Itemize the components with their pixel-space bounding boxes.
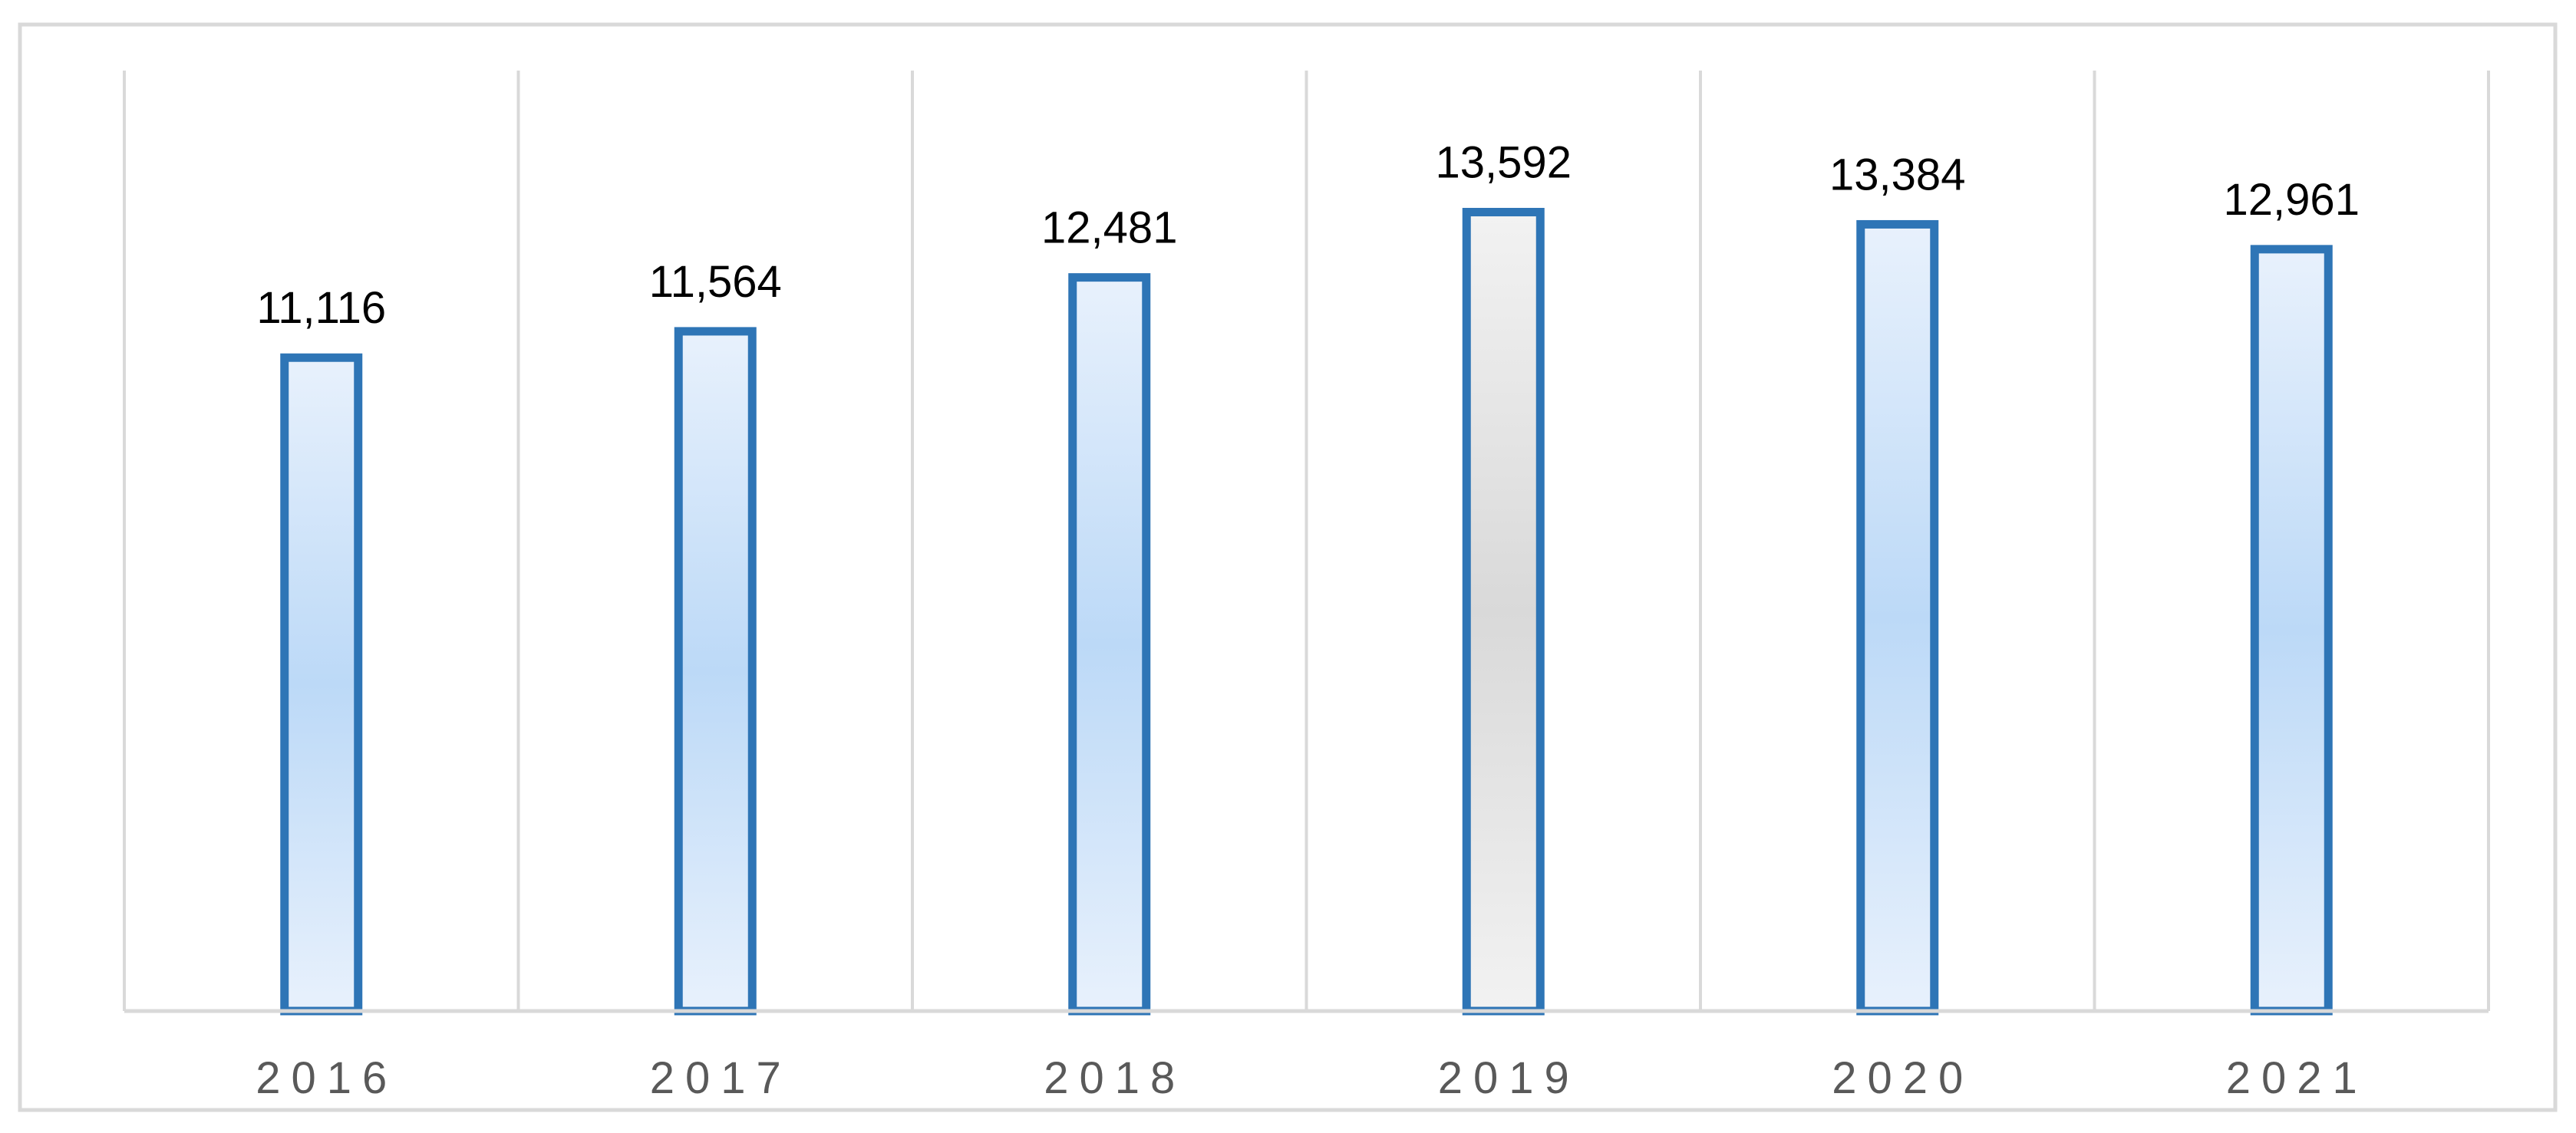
bar-2018 bbox=[1068, 273, 1151, 1016]
bars bbox=[280, 208, 2333, 1016]
x-axis-tick-labels: 2016 2017 2018 2019 2020 2021 bbox=[256, 1053, 2368, 1103]
bar-2021 bbox=[2250, 245, 2333, 1016]
value-label-2020: 13,384 bbox=[1829, 150, 1965, 199]
bar-2020 bbox=[1856, 219, 1939, 1016]
chart-border bbox=[18, 22, 2558, 1112]
value-label-2021: 12,961 bbox=[2224, 175, 2360, 225]
bar-2017 bbox=[674, 327, 757, 1016]
tick-label-2019: 2019 bbox=[1438, 1053, 1580, 1103]
value-label-2017: 11,564 bbox=[649, 257, 782, 307]
tick-label-2016: 2016 bbox=[256, 1053, 397, 1103]
gridlines bbox=[123, 71, 2490, 1011]
bar-2019 bbox=[1462, 208, 1545, 1016]
value-label-2016: 11,116 bbox=[256, 283, 386, 333]
value-labels: 11,116 11,564 12,481 13,592 13,384 12,961 bbox=[256, 138, 2360, 334]
tick-label-2020: 2020 bbox=[1832, 1053, 1974, 1103]
tick-label-2018: 2018 bbox=[1044, 1053, 1186, 1103]
bar-2016 bbox=[280, 353, 363, 1016]
tick-label-2017: 2017 bbox=[650, 1053, 792, 1103]
tick-label-2021: 2021 bbox=[2226, 1053, 2368, 1103]
value-label-2018: 12,481 bbox=[1041, 203, 1177, 253]
value-label-2019: 13,592 bbox=[1436, 138, 1572, 188]
